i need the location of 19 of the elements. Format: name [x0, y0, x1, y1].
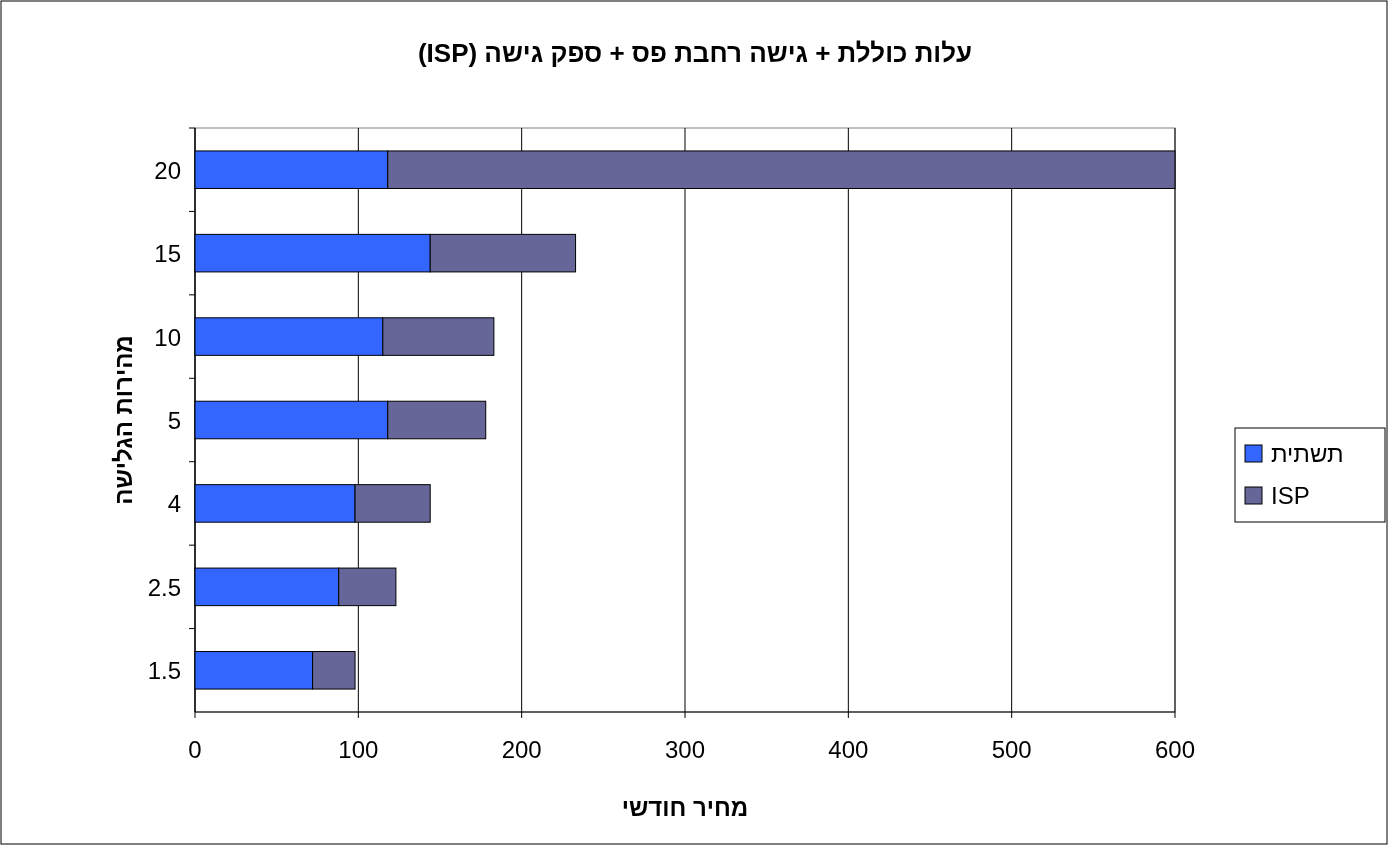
y-tick-label: 1.5	[147, 657, 181, 685]
x-tick-label: 100	[338, 736, 379, 763]
x-tick-label: 200	[501, 736, 542, 763]
y-tick-label: 20	[154, 156, 181, 184]
chart-title: עלות כוללת + גישה רחבת פס + ספק גישה (ISP)	[417, 38, 973, 68]
x-axis-title: מחיר חודשי	[621, 794, 749, 821]
y-tick-label: 15	[154, 240, 181, 268]
x-tick-label: 400	[828, 736, 869, 763]
y-axis-title: מהירות הגלישה	[110, 335, 137, 505]
x-tick-label: 600	[1154, 736, 1196, 763]
legend-label: תשתית	[1271, 440, 1344, 467]
y-tick-label: 2.5	[147, 573, 181, 601]
x-tick-label: 0	[188, 736, 202, 763]
y-tick-label: 5	[167, 407, 181, 434]
legend-label: ISP	[1271, 482, 1310, 509]
y-tick-label: 4	[167, 490, 181, 518]
x-tick-label: 500	[991, 736, 1032, 763]
y-tick-label: 10	[154, 323, 181, 351]
x-tick-label: 300	[664, 736, 706, 763]
